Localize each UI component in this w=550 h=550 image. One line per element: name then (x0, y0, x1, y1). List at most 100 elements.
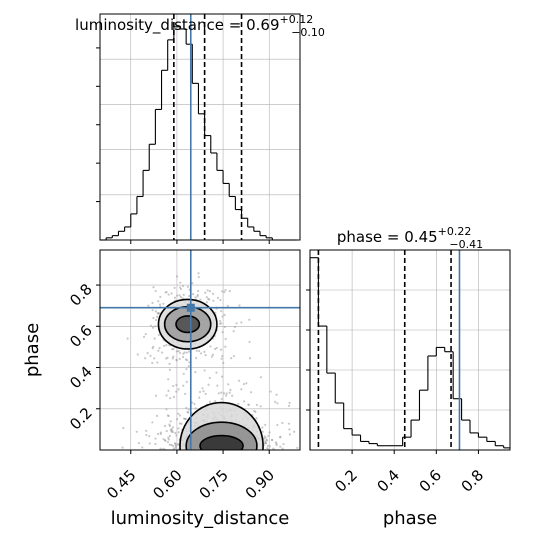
sample-point (171, 357, 174, 360)
sample-point (211, 353, 215, 356)
sample-point (198, 349, 201, 353)
sample-point (219, 298, 222, 302)
sample-point (187, 365, 190, 368)
sample-point (264, 442, 268, 445)
sample-point (173, 442, 177, 445)
phase-title: phase = 0.45+0.22 −0.41 (337, 225, 483, 251)
sample-point (264, 440, 267, 443)
sample-point (175, 418, 179, 421)
sample-point (194, 296, 197, 299)
sample-point (166, 440, 170, 444)
sample-point (202, 390, 205, 393)
top-grid (100, 14, 300, 240)
sample-point (178, 294, 181, 297)
joint-truth-lines (100, 250, 300, 450)
sample-point (219, 348, 223, 351)
sample-point (154, 318, 158, 322)
sample-point (135, 430, 138, 433)
sample-point (220, 357, 223, 360)
sample-point (224, 345, 227, 348)
phase-y-tick-marks (306, 289, 310, 411)
sample-point (152, 316, 155, 320)
sample-point (178, 357, 181, 360)
phase-quantile-lines (317, 250, 452, 450)
phase-axes-frame (309, 249, 511, 451)
sample-point (182, 417, 186, 420)
phase-x-tick-label-3: 0.8 (458, 466, 488, 496)
sample-point (305, 415, 307, 417)
sample-point (155, 315, 159, 318)
sample-point (250, 391, 253, 394)
joint-y-ticks: 0.2 0.4 0.6 0.8 (66, 280, 100, 433)
sample-point (228, 289, 231, 293)
sample-point (296, 446, 299, 449)
sample-point (154, 325, 157, 328)
sample-point (170, 292, 173, 295)
sample-point (159, 447, 162, 450)
sample-point (287, 422, 291, 425)
sample-point (248, 357, 252, 360)
sample-point (185, 380, 188, 383)
sample-point (275, 443, 278, 447)
sample-point (206, 289, 209, 292)
sample-point (178, 351, 182, 355)
sample-point (265, 438, 268, 441)
sample-point (183, 351, 186, 354)
sample-point (243, 400, 246, 403)
sample-point (204, 291, 207, 294)
sample-point (162, 302, 165, 305)
sample-point (175, 383, 178, 387)
sample-point (185, 359, 189, 362)
sample-point (220, 322, 223, 325)
sample-point (215, 371, 218, 374)
sample-point (198, 390, 202, 394)
sample-point (208, 290, 212, 293)
sample-point (220, 397, 223, 401)
sample-point (223, 313, 226, 317)
sample-point (264, 423, 267, 426)
sample-point (212, 299, 215, 302)
sample-point (242, 383, 246, 386)
sample-point (240, 321, 243, 324)
luminosity-distance-histogram-panel: luminosity_distance = 0.69+0.12 −0.10 (75, 13, 325, 244)
sample-point (223, 325, 226, 329)
top-quantile-lines (173, 14, 243, 240)
sample-point (325, 431, 327, 433)
sample-point (196, 294, 199, 297)
sample-point (261, 426, 264, 429)
sample-point (279, 445, 282, 448)
sample-point (165, 344, 168, 347)
sample-point (197, 289, 200, 293)
sample-point (157, 432, 160, 436)
joint-y-tick-label-3: 0.8 (66, 280, 96, 310)
sample-point (288, 433, 292, 436)
sample-point (159, 432, 162, 435)
sample-point (215, 346, 218, 350)
sample-point (158, 303, 162, 306)
sample-point (164, 439, 167, 442)
sample-point (197, 275, 200, 279)
sample-point (182, 355, 185, 359)
sample-point (221, 315, 224, 318)
sample-point (287, 404, 291, 407)
sample-point (235, 322, 238, 325)
sample-point (224, 337, 227, 341)
sample-point (266, 447, 269, 450)
sample-point (177, 427, 180, 430)
sample-point (173, 296, 177, 299)
sample-point (165, 394, 168, 397)
sample-point (177, 350, 180, 353)
sample-point (238, 304, 241, 307)
sample-point (181, 284, 185, 288)
sample-point (264, 436, 267, 439)
sample-point (177, 431, 180, 434)
sample-point (271, 438, 274, 442)
contour-level-3 (199, 434, 244, 450)
phase-histogram-panel: 0.2 0.4 0.6 0.8 phase = 0.45+0.22 −0.41 phas… (306, 225, 511, 529)
sample-point (274, 400, 277, 403)
sample-point (154, 289, 157, 293)
joint-y-tick-label-0: 0.2 (66, 404, 96, 434)
sample-point (293, 430, 296, 433)
phase-x-ticks: 0.2 0.4 0.6 0.8 (331, 450, 487, 496)
sample-point (181, 297, 184, 300)
